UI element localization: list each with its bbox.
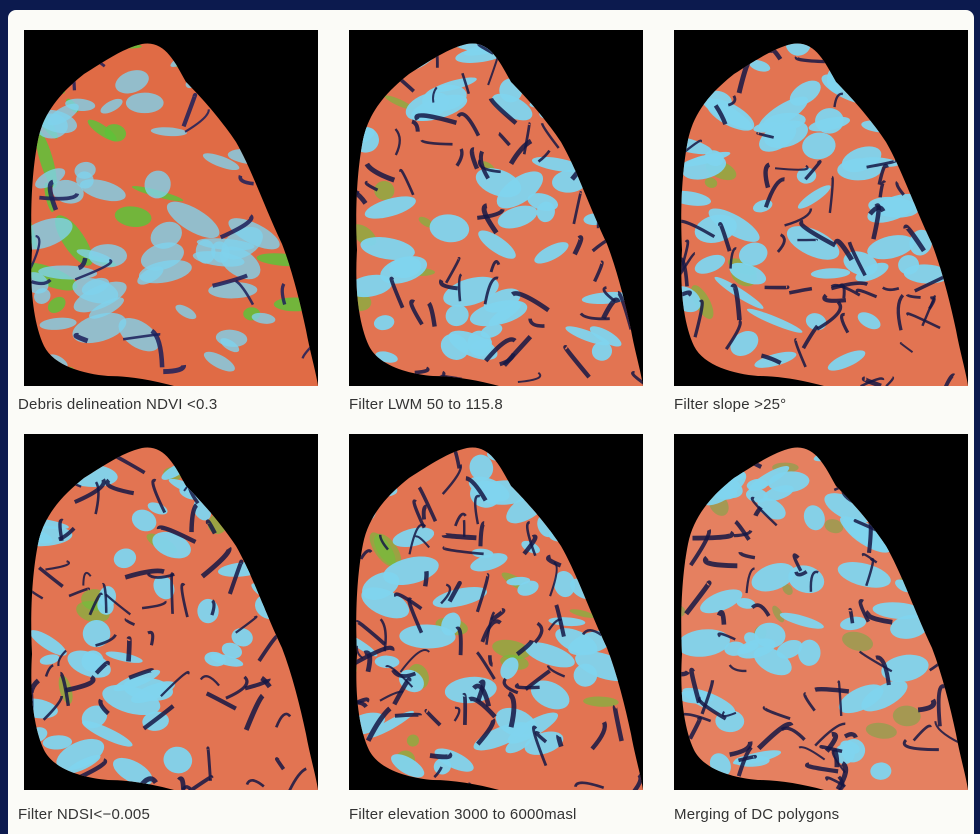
figure-frame: Debris delineation NDVI <0.3 Filter LWM … <box>8 10 974 834</box>
panel-caption-elevation: Filter elevation 3000 to 6000masl <box>349 806 577 823</box>
panel-caption-lwm: Filter LWM 50 to 115.8 <box>349 396 503 413</box>
panel-merge-image <box>674 434 968 790</box>
satellite-image <box>356 43 643 386</box>
satellite-image <box>356 447 643 790</box>
satellite-image <box>681 447 968 790</box>
panel-slope-image <box>674 30 968 386</box>
satellite-image <box>31 447 318 790</box>
panel-ndsi-image <box>24 434 318 790</box>
panel-ndvi-image <box>24 30 318 386</box>
panel-caption-ndsi: Filter NDSI<−0.005 <box>18 806 150 823</box>
panel-caption-slope: Filter slope >25° <box>674 396 787 413</box>
satellite-image <box>681 43 968 386</box>
panel-caption-ndvi: Debris delineation NDVI <0.3 <box>18 396 218 413</box>
panel-lwm-image <box>349 30 643 386</box>
panel-elevation-image <box>349 434 643 790</box>
panel-caption-merge: Merging of DC polygons <box>674 806 840 823</box>
satellite-image <box>31 43 318 386</box>
